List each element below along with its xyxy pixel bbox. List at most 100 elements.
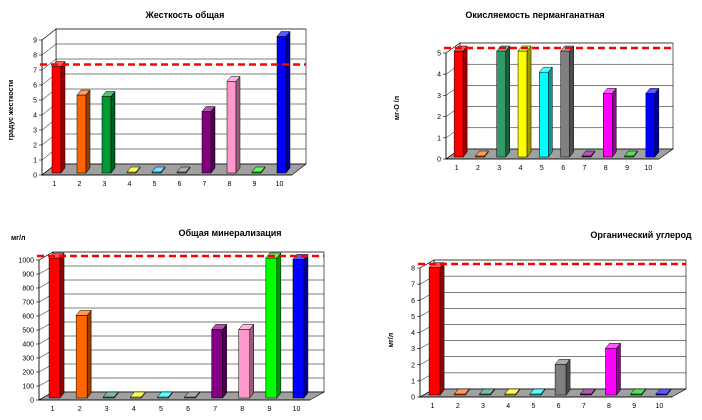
y-tick-label: 0: [33, 173, 37, 180]
bar-side-8: [249, 323, 254, 399]
x-tick-label: 3: [105, 406, 109, 413]
y-tick-label: 500: [22, 328, 34, 335]
x-tick-label: 2: [78, 406, 82, 413]
y-tick-label: 4: [437, 72, 441, 79]
bar-1: [453, 50, 464, 158]
bar-side-9: [260, 166, 266, 174]
gridline: [38, 251, 324, 261]
x-tick-label: 1: [455, 165, 459, 172]
bar-side-10: [303, 253, 309, 399]
x-tick-label: 7: [213, 406, 217, 413]
bar-5: [539, 71, 549, 158]
bar-10: [645, 93, 656, 158]
x-tick-label: 5: [159, 406, 163, 413]
x-tick-label: 7: [582, 403, 586, 410]
bar-7: [211, 329, 223, 399]
bar-side-3: [110, 90, 116, 174]
bar-8: [605, 347, 617, 396]
y-tick-label: 8: [411, 266, 415, 273]
y-tick-label: 6: [33, 83, 37, 90]
bar-1: [51, 66, 62, 174]
bar-side-8: [616, 342, 621, 396]
y-tick-label: 1: [33, 158, 37, 165]
bar-side-6: [565, 358, 571, 396]
bar-2: [75, 315, 88, 399]
bar-side-5: [548, 66, 553, 158]
bar-side-2: [86, 309, 92, 399]
y-axis-label: мг/л: [388, 333, 395, 348]
bar-9: [265, 257, 278, 399]
x-tick-label: 8: [604, 165, 608, 172]
x-tick-label: 3: [497, 165, 501, 172]
bar-side-6: [569, 45, 574, 158]
x-tick-label: 2: [456, 403, 460, 410]
x-tick-label: 4: [519, 165, 523, 172]
bar-side-10: [654, 87, 660, 158]
bar-side-8: [612, 87, 617, 158]
x-tick-label: 9: [625, 165, 629, 172]
x-tick-label: 6: [557, 403, 561, 410]
x-tick-label: 4: [506, 403, 510, 410]
y-tick-label: 3: [33, 128, 37, 135]
bar-3: [496, 50, 506, 158]
gridline: [41, 28, 306, 41]
y-tick-label: 800: [22, 286, 34, 293]
x-tick-label: 2: [476, 165, 480, 172]
bar-side-2: [484, 150, 489, 158]
bar-7: [201, 111, 212, 174]
x-tick-label: 10: [276, 181, 284, 188]
bar-side-4: [135, 166, 141, 174]
bar-side-1: [439, 261, 445, 396]
x-tick-label: 2: [78, 181, 82, 188]
y-tick-label: 200: [22, 370, 34, 377]
bar-side-4: [141, 391, 146, 399]
x-tick-label: 10: [644, 165, 652, 172]
chart-organic-carbon: Органический углерод мг/л 0 1 2 3 4 5 6 7 8 1 2 3 4 5…: [388, 230, 692, 410]
gridline: [445, 42, 673, 54]
bar-8: [238, 329, 250, 399]
x-tick-label: 8: [228, 181, 232, 188]
bar-side-1: [59, 252, 65, 399]
bar-side-3: [114, 391, 119, 399]
bar-10: [276, 36, 287, 174]
x-tick-label: 8: [607, 403, 611, 410]
chart-title: Органический углерод: [590, 230, 691, 240]
bar-side-2: [85, 89, 91, 174]
bar-10: [292, 259, 305, 399]
x-tick-label: 3: [103, 181, 107, 188]
y-tick-label: 900: [22, 272, 34, 279]
x-tick-label: 8: [240, 406, 244, 413]
x-tick-label: 6: [561, 165, 565, 172]
bar-side-10: [285, 30, 291, 174]
x-tick-label: 7: [582, 165, 586, 172]
y-tick-label: 400: [22, 342, 34, 349]
bar-side-9: [641, 388, 646, 396]
x-tick-label: 7: [203, 181, 207, 188]
bar-3: [101, 96, 112, 174]
bar-side-10: [666, 388, 672, 396]
bar-side-9: [633, 150, 638, 158]
plot-area: 0 1 2 3 4 5 1 2 3 4 5 6 7 8 9 10: [437, 42, 674, 172]
y-tick-label: 0: [30, 398, 34, 405]
y-tick-label: 5: [411, 314, 415, 321]
bar-2: [76, 94, 87, 174]
bar-side-4: [526, 45, 532, 158]
bar-side-3: [490, 388, 495, 396]
y-tick-label: 100: [22, 384, 34, 391]
x-tick-label: 1: [53, 181, 57, 188]
y-tick-label: 700: [22, 300, 34, 307]
bar-side-2: [465, 388, 470, 396]
bar-side-3: [505, 45, 510, 158]
y-tick-label: 1: [437, 135, 441, 142]
y-tick-label: 1: [411, 378, 415, 385]
bar-side-4: [515, 388, 520, 396]
bar-side-1: [462, 45, 468, 158]
y-axis-label: градус жесткости: [8, 80, 15, 140]
bar-1: [48, 257, 61, 399]
y-tick-label: 600: [22, 314, 34, 321]
bar-side-6: [195, 391, 200, 399]
bar-side-5: [168, 391, 173, 399]
y-tick-label: 7: [411, 282, 415, 289]
y-axis-label: мг/л: [11, 235, 26, 242]
